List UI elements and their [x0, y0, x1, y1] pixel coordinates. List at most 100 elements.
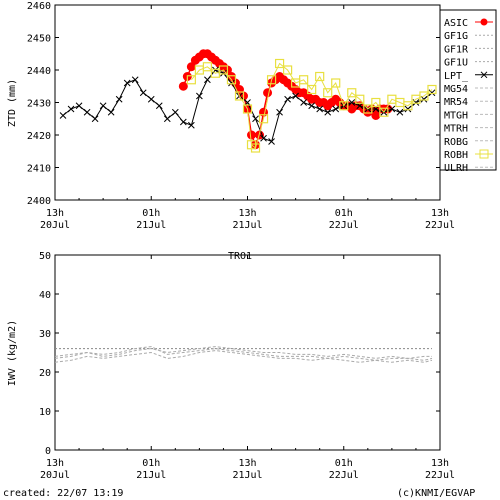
ztd-series-line-robh — [191, 62, 433, 149]
iwv-xtick-label-date: 22Jul — [425, 470, 455, 481]
ztd-point-robh — [202, 62, 212, 72]
iwv-xtick-label-date: 22Jul — [329, 470, 359, 481]
ztd-xtick-label-date: 20Jul — [40, 220, 70, 231]
ztd-point-robh — [186, 75, 196, 85]
legend-marker-robh — [479, 149, 489, 159]
ztd-point-robh — [419, 91, 429, 101]
ztd-xtick-label-time: 13h — [46, 208, 64, 219]
ztd-point-robh — [315, 71, 325, 82]
iwv-ytick-label: 10 — [39, 407, 51, 418]
ztd-point-lpt — [300, 99, 307, 106]
ztd-ytick-label: 2450 — [27, 34, 51, 45]
ztd-series-layer — [59, 49, 437, 153]
ztd-xtick-label-date: 22Jul — [329, 220, 359, 231]
ztd-point-lpt — [91, 115, 99, 123]
ztd-point-lpt — [196, 92, 203, 100]
ztd-point-lpt — [115, 95, 123, 103]
ztd-point-lpt — [171, 108, 179, 116]
ztd-point-lpt — [388, 105, 396, 113]
ztd-point-lpt — [260, 134, 267, 142]
legend-items: ASIC GF1G GF1R GF1U LPT_ MG54 MR54 MTGH MTRH ROBG… — [444, 18, 493, 174]
iwv-ytick-label: 30 — [39, 329, 51, 340]
ztd-point-robh — [339, 101, 349, 111]
ztd-xtick-label-time: 13h — [431, 208, 449, 219]
ztd-point-lpt — [59, 112, 67, 119]
ztd-point-lpt — [147, 95, 155, 103]
ztd-xtick-label-time: 01h — [142, 208, 160, 219]
ztd-point-lpt — [123, 79, 131, 87]
ztd-point-lpt — [83, 108, 91, 116]
iwv-series-line-2 — [54, 350, 433, 363]
legend-frame — [439, 9, 497, 171]
ztd-point-robh — [331, 78, 341, 88]
iwv-xtick-label-date: 21Jul — [232, 470, 262, 481]
iwv-series-line-3 — [54, 346, 433, 361]
ztd-point-lpt — [188, 121, 195, 129]
iwv-panel: TRO1 0102030405013h20Jul01h21Jul13h21Jul… — [7, 251, 455, 481]
ztd-point-lpt — [292, 92, 299, 100]
ztd-point-lpt — [276, 108, 283, 116]
iwv-xtick-label-date: 20Jul — [40, 470, 70, 481]
legend-label-asic: ASIC — [444, 18, 468, 29]
ztd-xtick-label-date: 22Jul — [425, 220, 455, 231]
iwv-ytick-label: 40 — [39, 290, 51, 301]
ztd-point-robh — [307, 84, 317, 95]
iwv-ytick-label: 0 — [45, 446, 51, 457]
legend-label-gf1r: GF1R — [444, 44, 469, 55]
ztd-xtick-label-date: 21Jul — [136, 220, 166, 231]
ztd-point-lpt — [396, 108, 404, 116]
ztd-point-robh — [323, 88, 333, 98]
copyright-label: (c)KNMI/EGVAP — [397, 488, 476, 499]
ztd-point-lpt — [75, 102, 83, 110]
ztd-ytick-label: 2430 — [27, 99, 51, 110]
ztd-point-lpt — [316, 105, 324, 113]
legend-label-gf1g: GF1G — [444, 31, 468, 42]
iwv-axes: 0102030405013h20Jul01h21Jul13h21Jul01h22… — [39, 251, 455, 481]
iwv-ytick-label: 20 — [39, 368, 51, 379]
ztd-point-asic — [263, 88, 273, 98]
legend-label-mg54: MG54 — [444, 84, 468, 95]
ztd-point-robh — [242, 104, 253, 114]
iwv-xtick-label-time: 01h — [142, 458, 160, 469]
ztd-point-asic — [247, 130, 257, 140]
iwv-xtick-label-time: 13h — [238, 458, 256, 469]
ztd-point-lpt — [404, 105, 412, 113]
ztd-point-asic — [178, 81, 188, 91]
ztd-point-lpt — [131, 76, 139, 84]
iwv-panel-title: TRO1 — [228, 251, 252, 262]
ztd-point-robh — [266, 75, 277, 85]
legend-marker-lpt — [480, 71, 488, 79]
ztd-point-lpt — [332, 105, 340, 113]
ztd-point-lpt — [252, 115, 259, 123]
ztd-point-robh — [234, 91, 245, 101]
ztd-point-robh — [218, 65, 229, 75]
ztd-point-lpt — [107, 108, 115, 116]
ztd-point-robh — [299, 75, 309, 85]
ztd-point-robh — [371, 97, 381, 108]
iwv-xtick-label-time: 13h — [46, 458, 64, 469]
ztd-point-robh — [355, 94, 365, 104]
ztd-ytick-label: 2420 — [27, 131, 51, 142]
legend-label-mtgh: MTGH — [444, 110, 468, 121]
legend-label-robg: ROBG — [444, 137, 468, 148]
iwv-ytick-label: 50 — [39, 251, 51, 262]
ztd-point-lpt — [99, 102, 107, 110]
ztd-ytick-label: 2440 — [27, 66, 51, 77]
ztd-point-lpt — [284, 95, 291, 103]
ztd-point-lpt — [163, 115, 171, 123]
ztd-point-robh — [363, 104, 373, 114]
ztd-point-lpt — [324, 108, 332, 116]
ztd-axes: 240024102420243024402450246013h20Jul01h2… — [27, 1, 455, 231]
ztd-point-lpt — [348, 99, 356, 106]
ztd-xtick-label-time: 13h — [238, 208, 256, 219]
ztd-point-robh — [226, 75, 237, 85]
legend-label-ulrh: ULRH — [444, 163, 468, 174]
ztd-point-robh — [379, 107, 389, 117]
ztd-legend: ASIC GF1G GF1R GF1U LPT_ MG54 MR54 MTGH MTRH ROBG… — [439, 9, 497, 174]
ztd-point-lpt — [179, 118, 187, 126]
ztd-point-robh — [403, 101, 413, 111]
ztd-point-lpt — [228, 79, 235, 87]
iwv-xtick-label-time: 01h — [335, 458, 353, 469]
ztd-point-robh — [250, 143, 261, 153]
